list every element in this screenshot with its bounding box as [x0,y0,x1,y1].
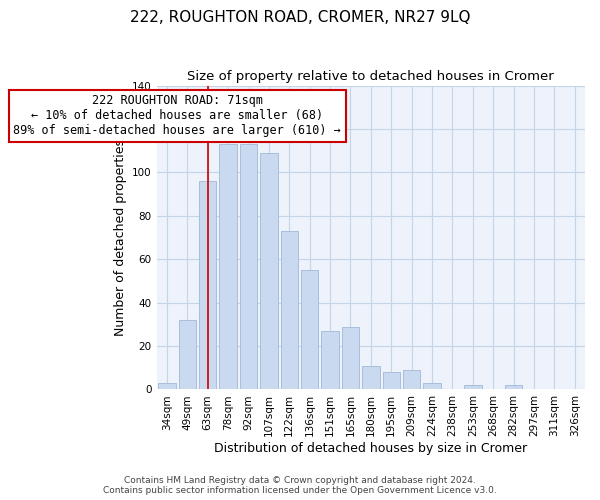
Bar [383,372,400,390]
X-axis label: Distribution of detached houses by size in Cromer: Distribution of detached houses by size … [214,442,527,455]
Bar [362,366,380,390]
Bar [505,385,522,390]
Text: Contains HM Land Registry data © Crown copyright and database right 2024.
Contai: Contains HM Land Registry data © Crown c… [103,476,497,495]
Text: 222, ROUGHTON ROAD, CROMER, NR27 9LQ: 222, ROUGHTON ROAD, CROMER, NR27 9LQ [130,10,470,25]
Bar [342,326,359,390]
Bar [199,181,217,390]
Bar [158,383,176,390]
Bar [301,270,319,390]
Y-axis label: Number of detached properties: Number of detached properties [113,139,127,336]
Bar [220,144,237,390]
Bar [464,385,482,390]
Bar [179,320,196,390]
Title: Size of property relative to detached houses in Cromer: Size of property relative to detached ho… [187,70,554,83]
Bar [281,231,298,390]
Bar [322,331,339,390]
Bar [260,153,278,390]
Bar [403,370,421,390]
Bar [424,383,441,390]
Bar [240,144,257,390]
Text: 222 ROUGHTON ROAD: 71sqm
← 10% of detached houses are smaller (68)
89% of semi-d: 222 ROUGHTON ROAD: 71sqm ← 10% of detach… [13,94,341,137]
